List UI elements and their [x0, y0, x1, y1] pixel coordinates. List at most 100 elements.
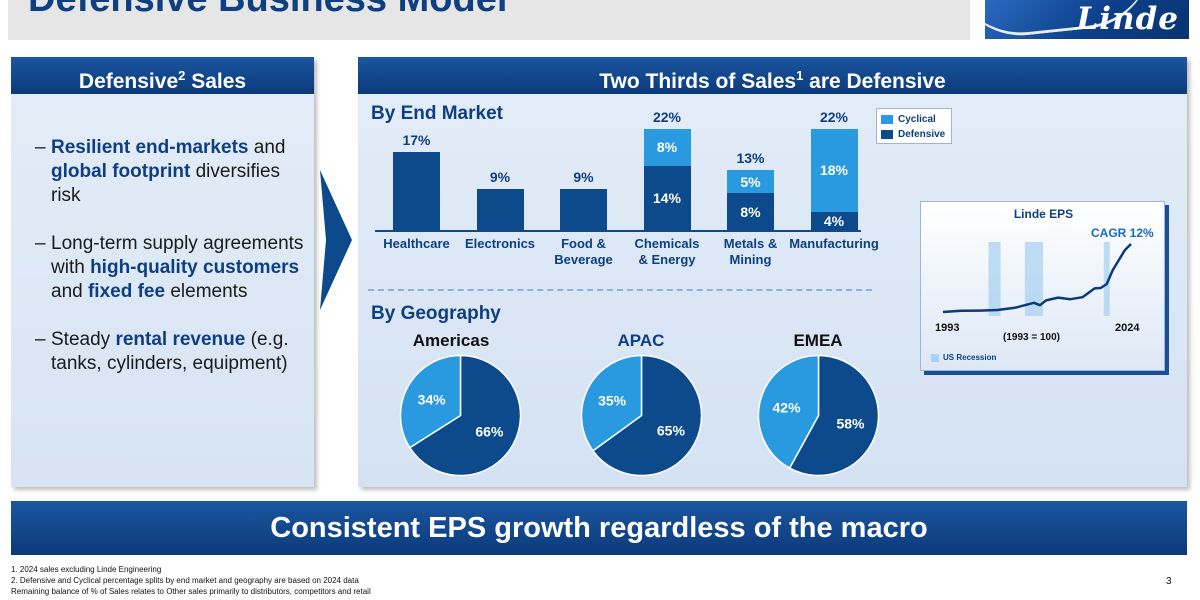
bullet-text: diversifies risk: [51, 161, 281, 206]
bullet-item: – Steady rental revenue (e.g. tanks, cyli…: [35, 328, 304, 376]
bar-total-label: 17%: [402, 131, 431, 148]
bar-segment-defensive: [643, 165, 691, 230]
eps-year-start: 1993: [935, 322, 960, 334]
bullet-item: – Long-term supply agreements with high-q…: [35, 232, 304, 304]
defensive-sales-header-suffix: Sales: [185, 70, 247, 93]
category-label: Electronics: [464, 236, 536, 251]
arrow-shape: [320, 170, 352, 310]
pie-slice-label: 42%: [773, 399, 802, 415]
category-label: Manufacturing: [789, 236, 879, 251]
legend-swatch-cyclical: [881, 114, 893, 124]
recession-band: [1024, 242, 1044, 316]
legend-label: Cyclical: [898, 113, 936, 125]
bullet-text: and: [248, 137, 286, 158]
pie-slice-defensive: [408, 354, 522, 477]
recession-band: [988, 242, 1001, 316]
legend-item-cyclical: Cyclical: [881, 112, 936, 126]
segment-data-label: 18%: [819, 162, 849, 179]
defensive-sales-header: Defensive2 Sales: [11, 57, 314, 94]
pie-slice-label: 35%: [598, 393, 627, 409]
pie-chart-americas: 66% 34%: [399, 354, 522, 477]
bar-total-label: 9%: [573, 168, 594, 185]
bar-total-label: 9%: [489, 168, 511, 185]
segment-data-label: 14%: [652, 189, 682, 206]
footnote-1: 1. 2024 sales excluding Linde Engineerin…: [11, 565, 162, 574]
pie-slice-label: 66%: [475, 423, 504, 439]
bullet-dash: –: [35, 233, 46, 254]
footnote-3: Remaining balance of % of Sales relates …: [11, 587, 371, 596]
bar-legend: Cyclical Defensive: [876, 108, 952, 144]
bar-segment-defensive: [560, 188, 607, 230]
eps-legend: US Recession: [931, 353, 996, 362]
geography-title: By Geography: [371, 303, 501, 324]
legend-swatch-defensive: [881, 129, 893, 139]
bar-segment-defensive: [727, 193, 774, 230]
chart-baseline: [375, 230, 861, 232]
end-market-title: By End Market: [371, 103, 503, 124]
bullet-emphasis: Resilient end-markets: [51, 137, 249, 158]
bar-total-label: 13%: [736, 150, 765, 167]
eps-growth-banner: Consistent EPS growth regardless of the …: [11, 501, 1187, 555]
bar-total-label: 22%: [652, 108, 682, 125]
pie-slice-label: 34%: [418, 392, 447, 408]
bar-segment-cyclical: [810, 128, 858, 212]
linde-eps-inset: Linde EPS CAGR 12% 1993 2024 (1993 = 100…: [920, 201, 1165, 371]
defensive-share-header: Two Thirds of Sales1 are Defensive: [358, 57, 1187, 94]
eps-title: Linde EPS: [1013, 207, 1074, 221]
category-label: Metals & Mining: [723, 236, 778, 267]
recession-swatch: [931, 353, 939, 362]
bullet-item: – Resilient end-markets and global footpr…: [35, 136, 304, 208]
segment-data-label: 5%: [740, 173, 761, 190]
recession-band: [1103, 242, 1110, 316]
footnotes: 1. 2024 sales excluding Linde Engineerin…: [11, 564, 371, 597]
eps-cagr-annotation: CAGR 12%: [1091, 226, 1154, 240]
pie-slice-cyclical: [399, 354, 462, 449]
category-label: Chemicals & Energy: [634, 236, 700, 267]
recession-legend-label: US Recession: [943, 353, 997, 362]
segment-data-label: 4%: [823, 212, 845, 229]
linde-logo: Linde: [985, 0, 1189, 39]
bar-segment-cyclical: [727, 170, 774, 194]
footnote-ref-1: 1: [796, 68, 804, 83]
bullet-emphasis: rental revenue: [115, 329, 246, 350]
eps-series-line: [942, 243, 1132, 314]
defensive-bullet-list: – Resilient end-markets and global footpr…: [11, 94, 314, 376]
pie-slice-label: 58%: [836, 416, 865, 432]
eps-line-chart: [942, 242, 1132, 316]
bar-segment-cyclical: [643, 128, 691, 166]
footnote-ref-2: 2: [178, 68, 186, 83]
pie-chart-emea: 58% 42%: [757, 354, 880, 477]
pie-title-apac: APAC: [617, 331, 665, 350]
pie-title-emea: EMEA: [793, 331, 843, 350]
bullet-text: elements: [165, 281, 248, 302]
bar-segment-defensive: [476, 188, 524, 230]
bullet-text: (e.g. tanks, cylinders, equipment): [51, 329, 289, 374]
pie-chart-apac: 65% 35%: [580, 354, 703, 477]
bullet-emphasis: global footprint: [51, 161, 191, 182]
segment-data-label: 8%: [656, 139, 678, 156]
bar-total-label: 22%: [819, 108, 849, 125]
logo-text: Linde: [1076, 1, 1179, 37]
bullet-text: and: [51, 281, 88, 302]
end-market-bar-chart: 17% Healthcare 9% Electronics 9% Food & Bever…: [358, 57, 918, 317]
page-number: 3: [1166, 576, 1172, 587]
section-divider: [368, 289, 872, 291]
bullet-emphasis: high-quality customers: [90, 257, 300, 278]
pie-slice-cyclical: [757, 354, 820, 470]
defensive-sales-header-text: Defensive: [78, 70, 179, 93]
pie-slice-defensive: [788, 354, 880, 477]
defensive-share-header-text: Two Thirds of Sales: [599, 70, 797, 93]
eps-year-end: 2024: [1115, 322, 1140, 334]
top-title-band: Defensive Business Model: [8, 0, 970, 40]
bullet-dash: –: [35, 137, 46, 158]
footnote-2: 2. Defensive and Cyclical percentage spl…: [11, 576, 359, 585]
pie-slice-cyclical: [580, 354, 643, 452]
defensive-sales-panel: Defensive2 Sales – Resilient end-markets …: [11, 57, 314, 487]
pie-slice-defensive: [591, 354, 703, 477]
category-label: Healthcare: [383, 236, 450, 251]
bullet-text: Steady: [51, 329, 116, 350]
chevron-right-icon: [320, 170, 352, 310]
pie-slice-label: 65%: [657, 422, 686, 438]
eps-base-note: (1993 = 100): [1003, 332, 1060, 343]
defensive-share-header-suffix: are Defensive: [803, 70, 946, 93]
